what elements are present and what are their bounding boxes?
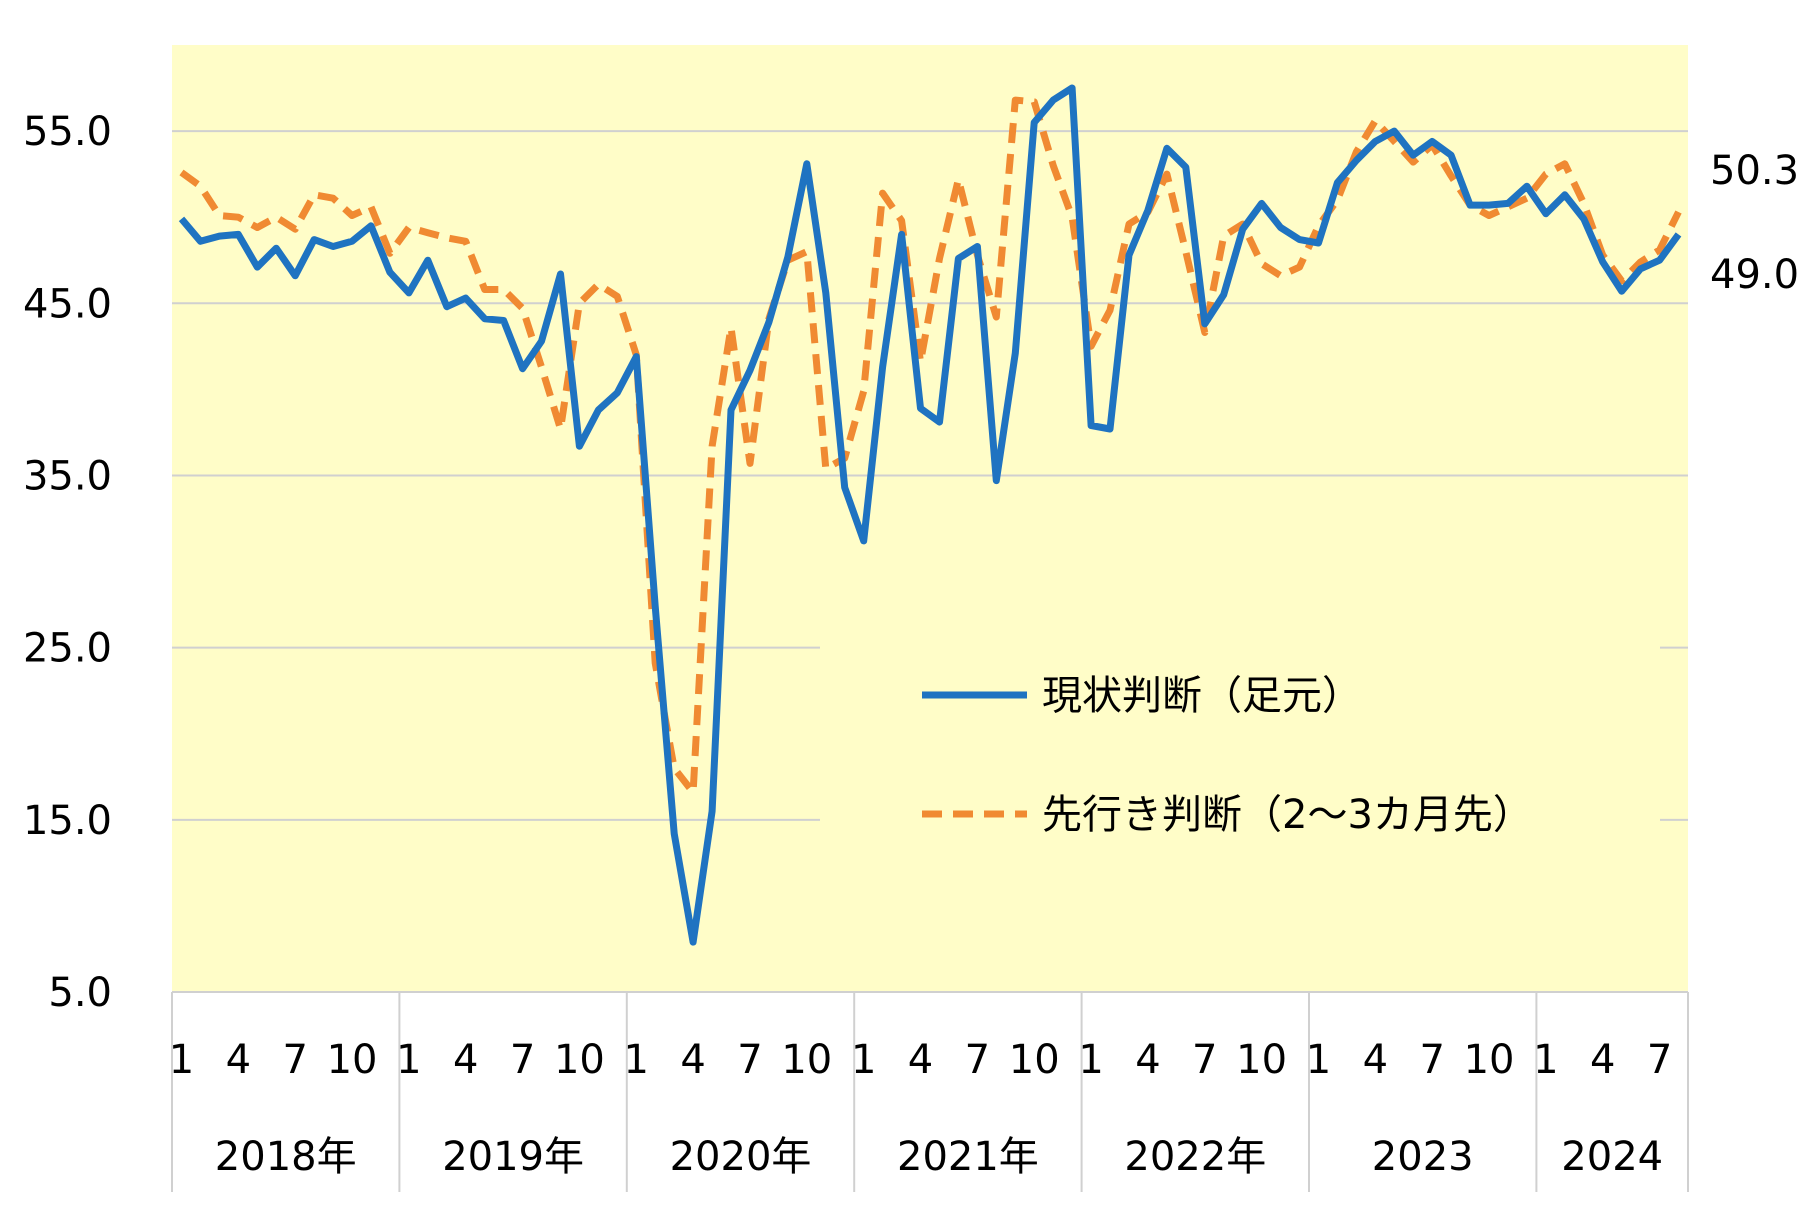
x-tick-month: 10 [1464,1037,1515,1083]
x-tick-month: 1 [1306,1037,1331,1083]
x-tick-month: 4 [453,1037,478,1083]
x-tick-month: 1 [396,1037,421,1083]
x-tick-month: 4 [680,1037,705,1083]
y-tick-label: 35.0 [23,453,112,499]
x-tick-month: 7 [1647,1037,1672,1083]
series-lines [178,84,1682,946]
y-tick-label: 15.0 [23,798,112,844]
x-tick-month: 1 [169,1037,194,1083]
x-tick-year: 2024 [1561,1134,1663,1180]
y-tick-label: 25.0 [23,626,112,672]
x-tick-month: 4 [1363,1037,1388,1083]
end-label-outlook: 50.3 [1710,148,1799,194]
x-tick-month: 1 [1078,1037,1103,1083]
x-tick-month: 4 [226,1037,251,1083]
x-tick-month: 10 [554,1037,605,1083]
x-tick-month: 7 [282,1037,307,1083]
y-tick-label: 55.0 [23,109,112,155]
x-tick-month: 10 [1009,1037,1060,1083]
legend: 現状判断（足元） 先行き判断（2～3カ月先） [820,640,1660,840]
x-tick-month: 10 [327,1037,378,1083]
x-tick-month: 4 [1590,1037,1615,1083]
y-tick-label: 45.0 [23,281,112,327]
x-tick-month: 10 [1236,1037,1287,1083]
x-tick-month: 7 [510,1037,535,1083]
legend-background [820,640,1660,840]
legend-entry-outlook: 先行き判断（2～3カ月先） [1042,792,1533,838]
x-tick-month: 4 [1135,1037,1160,1083]
x-tick-month: 7 [965,1037,990,1083]
x-tick-month: 10 [781,1037,832,1083]
x-tick-year: 2020年 [670,1134,812,1180]
x-tick-year: 2022年 [1124,1134,1266,1180]
x-tick-year: 2021年 [897,1134,1039,1180]
x-tick-month: 1 [624,1037,649,1083]
legend-entry-current: 現状判断（足元） [1042,673,1362,719]
end-value-labels: 50.3 49.0 [1710,148,1799,298]
x-tick-year: 2023 [1372,1134,1474,1180]
x-tick-month: 4 [908,1037,933,1083]
y-tick-label: 5.0 [48,970,112,1016]
x-tick-year: 2018年 [215,1134,357,1180]
y-axis-ticks: 5.0 15.0 25.0 35.0 45.0 55.0 [23,109,112,1016]
end-label-current: 49.0 [1710,252,1799,298]
x-tick-month: 1 [851,1037,876,1083]
x-tick-month: 7 [1192,1037,1217,1083]
x-tick-month: 7 [737,1037,762,1083]
x-tick-month: 7 [1419,1037,1444,1083]
x-tick-month: 1 [1533,1037,1558,1083]
x-tick-year: 2019年 [442,1134,584,1180]
series-line-current [178,84,1682,946]
